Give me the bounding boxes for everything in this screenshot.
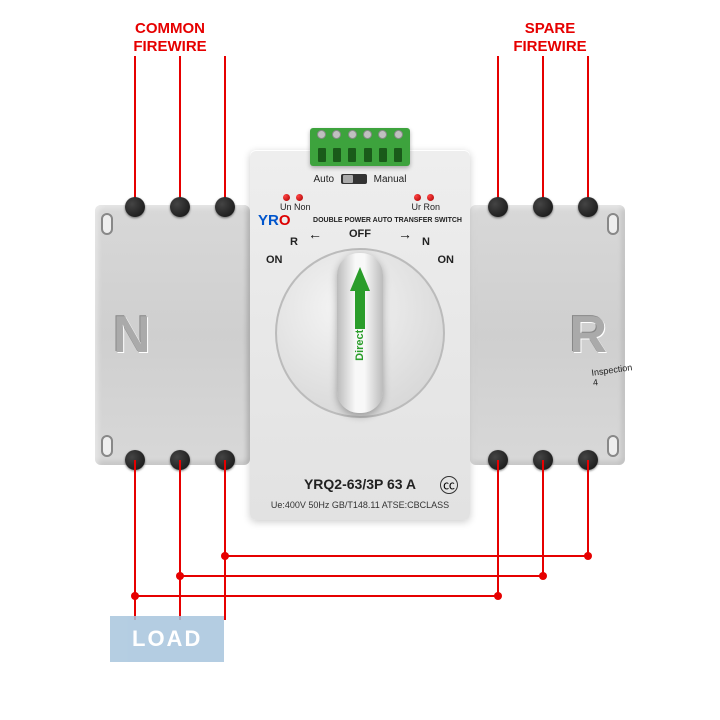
- wire-node: [221, 552, 229, 560]
- spec-text: Ue:400V 50Hz GB/T148.11 ATSE:CBCLASS: [250, 500, 470, 510]
- dial-on-l: ON: [266, 254, 283, 266]
- transfer-switch-device: N R Inspection4 Auto Manual Un Non Ur Ro…: [95, 195, 625, 475]
- dial-area: OFF ← → R N ON ON Direction: [260, 230, 460, 430]
- terminal: [215, 197, 235, 217]
- dial-n: N: [422, 236, 430, 248]
- led-un: [283, 194, 290, 201]
- direction-arrow-icon: [350, 267, 370, 291]
- wire: [542, 56, 544, 207]
- wire-node: [494, 592, 502, 600]
- led-non: [296, 194, 303, 201]
- wire: [179, 56, 181, 207]
- mount-hole: [607, 213, 619, 235]
- wire: [542, 460, 544, 576]
- wire: [134, 595, 498, 597]
- terminal: [170, 197, 190, 217]
- led-row: Un Non Ur Ron: [250, 192, 470, 212]
- mode-slider[interactable]: [341, 174, 367, 184]
- mount-hole: [101, 213, 113, 235]
- wire: [224, 56, 226, 207]
- label-spare-firewire: SPAREFIREWIRE: [480, 20, 620, 56]
- terminal: [488, 197, 508, 217]
- dial-on-r: ON: [438, 254, 455, 266]
- model-text: YRQ2-63/3P 63 A: [250, 476, 470, 492]
- wire-node: [539, 572, 547, 580]
- led-ron: [427, 194, 434, 201]
- mode-selector[interactable]: Auto Manual: [250, 174, 470, 185]
- mode-manual-label: Manual: [374, 174, 407, 185]
- label-common-firewire: COMMONFIREWIRE: [100, 20, 240, 56]
- arrow-right-icon: →: [398, 226, 412, 242]
- wire: [224, 555, 588, 557]
- wire: [587, 460, 589, 556]
- wire: [497, 460, 499, 596]
- mount-hole: [607, 435, 619, 457]
- device-title: DOUBLE POWER AUTO TRANSFER SWITCH: [313, 217, 462, 224]
- logo: YRO: [258, 212, 291, 229]
- mount-hole: [101, 435, 113, 457]
- terminal: [533, 197, 553, 217]
- load-label: LOAD: [110, 616, 224, 662]
- ccc-mark: ㏄: [440, 476, 458, 494]
- wire-node: [584, 552, 592, 560]
- wire: [587, 56, 589, 207]
- wire: [134, 56, 136, 207]
- wire-node: [131, 592, 139, 600]
- dial-off: OFF: [349, 228, 371, 240]
- rotary-knob[interactable]: Direction: [337, 253, 383, 413]
- side-letter-n: N: [113, 305, 151, 365]
- side-letter-r: R: [569, 305, 607, 365]
- inspection-label: Inspection4: [591, 362, 634, 388]
- right-block: R Inspection4: [470, 205, 625, 465]
- green-connector: [310, 128, 410, 166]
- terminal: [125, 197, 145, 217]
- terminal: [578, 197, 598, 217]
- direction-label: Direction: [354, 313, 366, 361]
- mode-auto-label: Auto: [314, 174, 335, 185]
- wire-node: [176, 572, 184, 580]
- dial-r: R: [290, 236, 298, 248]
- arrow-left-icon: ←: [308, 226, 322, 242]
- center-body: Auto Manual Un Non Ur Ron YRO DOUBLE POW…: [250, 150, 470, 520]
- wire: [497, 56, 499, 207]
- title-row: YRO DOUBLE POWER AUTO TRANSFER SWITCH: [258, 212, 462, 229]
- wire: [179, 575, 543, 577]
- led-ur: [414, 194, 421, 201]
- left-block: N: [95, 205, 250, 465]
